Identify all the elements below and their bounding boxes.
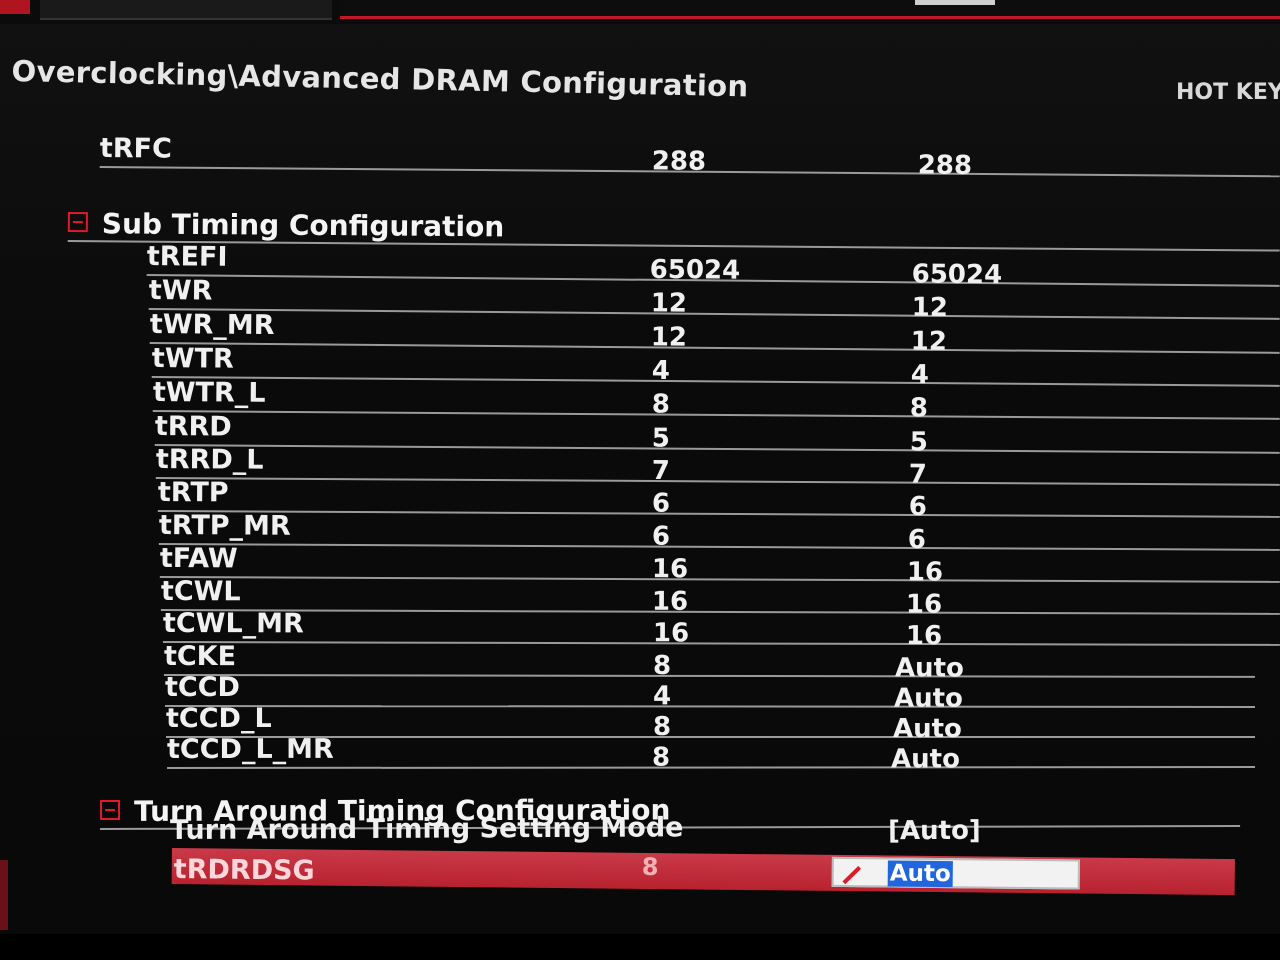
- setting-row-tccd-l-mr[interactable]: tCCD_L_MR 8 Auto: [167, 732, 1256, 774]
- setting-label: tRTP_MR: [158, 510, 291, 542]
- setting-value[interactable]: Auto: [893, 714, 962, 744]
- top-menu-bar: [0, 0, 1280, 24]
- collapse-icon[interactable]: [67, 211, 88, 233]
- setting-label: tCCD_L_MR: [167, 733, 334, 765]
- pencil-icon: [842, 865, 862, 885]
- hotkey-button[interactable]: HOT KEY: [1176, 80, 1280, 105]
- menu-tab-left[interactable]: [0, 0, 30, 14]
- setting-label: tRFC: [99, 132, 172, 165]
- setting-label: tCCD_L: [166, 703, 272, 734]
- setting-label: Turn Around Timing Setting Mode: [169, 812, 684, 846]
- setting-label: tCWL_MR: [162, 608, 304, 640]
- input-value[interactable]: Auto: [887, 860, 953, 888]
- setting-label: tWTR: [151, 342, 234, 375]
- collapse-icon[interactable]: [100, 799, 121, 820]
- setting-label: tWTR_L: [152, 376, 266, 409]
- setting-label: tWR_MR: [149, 308, 275, 342]
- setting-label: tWR: [148, 274, 213, 307]
- menu-tab-active[interactable]: [340, 0, 1280, 19]
- value-input[interactable]: Auto: [831, 856, 1080, 890]
- current-value: 288: [651, 146, 707, 177]
- current-value: 8: [653, 712, 672, 742]
- setting-label: tRDRDSG: [173, 854, 315, 887]
- setting-label: tRTP: [157, 477, 229, 509]
- menu-indicator: [915, 0, 995, 5]
- setting-label: tREFI: [146, 240, 228, 273]
- setting-value[interactable]: Auto: [891, 744, 960, 775]
- bottom-bar: [0, 934, 1280, 960]
- setting-label: tRRD: [154, 410, 232, 443]
- menu-tab[interactable]: [40, 0, 332, 20]
- scroll-indicator: [0, 860, 8, 930]
- setting-label: tCKE: [163, 641, 237, 673]
- settings-panel: [0, 24, 1280, 934]
- setting-row-turn-around-mode[interactable]: Turn Around Timing Setting Mode [Auto]: [170, 812, 1236, 848]
- setting-label: tRRD_L: [155, 443, 264, 476]
- current-value: 8: [652, 742, 671, 773]
- setting-label: tCWL: [160, 576, 241, 608]
- setting-value[interactable]: [Auto]: [888, 815, 981, 847]
- current-value: 8: [641, 852, 659, 882]
- setting-label: tFAW: [159, 543, 238, 575]
- setting-row-tccd-l[interactable]: tCCD_L 8 Auto: [166, 702, 1255, 744]
- setting-value[interactable]: 288: [917, 150, 973, 181]
- section-title: Sub Timing Configuration: [101, 207, 505, 244]
- setting-label: tCCD: [164, 672, 240, 704]
